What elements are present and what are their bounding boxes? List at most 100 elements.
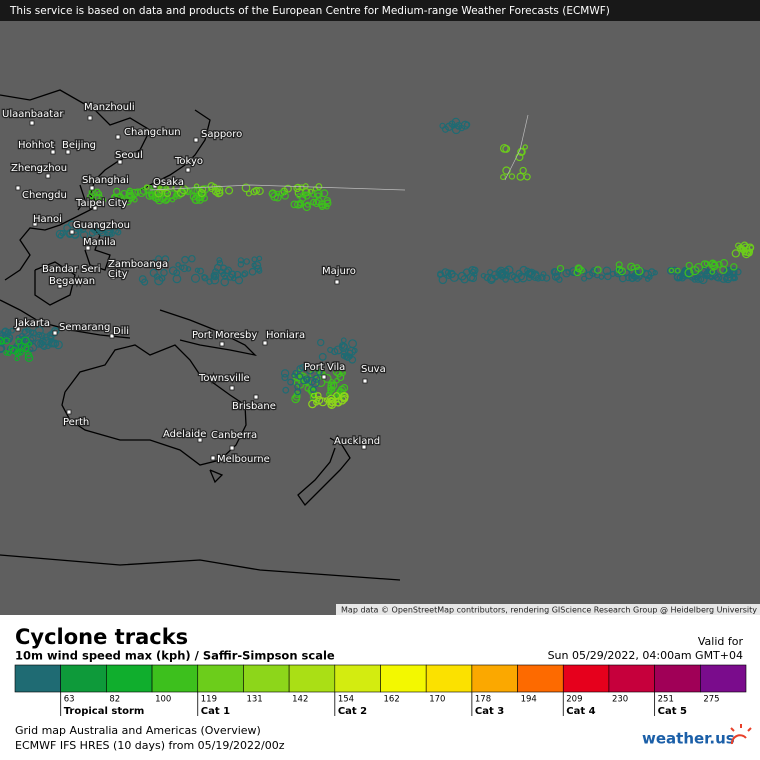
track-point	[305, 366, 315, 375]
track-point	[327, 401, 334, 409]
track-point	[91, 222, 98, 229]
scale-swatch	[151, 664, 199, 693]
scale-swatch	[562, 664, 610, 693]
indonesia	[0, 299, 131, 339]
track-point	[500, 174, 507, 181]
track-point	[168, 266, 178, 275]
track-point	[343, 352, 352, 361]
track-point	[311, 392, 317, 399]
attribution: Map data © OpenStreetMap contributors, r…	[341, 606, 757, 615]
city-dot	[52, 330, 58, 336]
track-point	[292, 369, 299, 376]
city-dot	[69, 229, 75, 235]
track-point	[173, 183, 182, 193]
track-point	[684, 268, 694, 278]
track-point	[22, 345, 30, 353]
logo-arc	[730, 734, 747, 745]
track-point	[282, 386, 290, 394]
city-dot	[262, 340, 268, 346]
track-point	[508, 173, 516, 180]
track-point	[113, 227, 120, 235]
track-point	[14, 355, 20, 362]
track-point	[14, 349, 22, 357]
city-labels: Ulaanbaatar Manzhouli Changchun Hohhot Beiji…	[1, 101, 387, 467]
footer-line: ECMWF IFS HRES (10 days) from 05/19/2022…	[15, 739, 285, 752]
city-dot	[89, 185, 95, 191]
borneo	[34, 261, 76, 306]
scale-swatch	[243, 664, 290, 693]
track-point	[148, 187, 156, 195]
track-point	[147, 261, 154, 269]
track-point	[668, 267, 675, 274]
track-point	[0, 345, 5, 353]
track-point	[555, 276, 563, 283]
track-point	[211, 272, 218, 279]
track-point	[329, 381, 338, 390]
track-point	[315, 192, 321, 198]
city-label: Shanghai	[82, 175, 129, 186]
scale-swatch	[60, 664, 107, 693]
track-point	[709, 269, 716, 275]
track-point	[574, 264, 583, 273]
track-point	[573, 268, 582, 277]
color-scale: 63 82 100 119 131 142 154 162 170 178 194 209 230 251…	[14, 664, 747, 717]
track-point	[287, 378, 295, 386]
city-label: Semarang	[59, 322, 110, 333]
valid-time: Sun 05/29/2022, 04:00am GMT+04	[548, 649, 743, 662]
track-point	[201, 274, 209, 282]
track-point	[745, 243, 755, 252]
track-point	[550, 267, 559, 277]
track-point	[346, 349, 354, 357]
track-point	[444, 122, 454, 131]
city-label: Jakarta	[14, 318, 50, 329]
city-label: Taipei City	[75, 198, 127, 209]
track-point	[615, 261, 623, 269]
city-label: Adelaide	[163, 429, 206, 440]
taiwan	[77, 184, 86, 211]
city-label: Chengdu	[22, 190, 67, 201]
track-point	[339, 369, 346, 377]
track-point	[47, 339, 56, 348]
track-point	[216, 259, 224, 267]
track-point	[294, 383, 301, 390]
track-point	[243, 258, 250, 265]
new-guinea	[159, 309, 257, 357]
category-label: Cat 4	[566, 706, 595, 717]
track-point	[86, 196, 94, 204]
city-label: Changchun	[124, 127, 181, 138]
track-point	[228, 270, 237, 279]
logo-ray	[747, 727, 752, 732]
track-point	[634, 266, 644, 276]
track-point	[469, 274, 478, 283]
track-point	[519, 265, 528, 275]
city-label: Hanoi	[33, 214, 62, 225]
city-label: Osaka	[153, 177, 184, 188]
track-point	[193, 183, 200, 189]
city-label: Begawan	[49, 276, 95, 287]
track-point	[604, 272, 612, 281]
track-point	[241, 183, 251, 193]
city-dot	[253, 394, 259, 400]
track-point	[730, 270, 738, 278]
city-label: Seoul	[115, 150, 143, 161]
track-point	[303, 376, 311, 384]
scale-swatch	[288, 664, 336, 693]
track-point	[206, 278, 213, 285]
track-point	[710, 261, 719, 271]
track-point	[615, 265, 624, 274]
track-point	[519, 166, 527, 175]
track-point	[180, 264, 189, 273]
city-label: Port Vila	[304, 362, 345, 373]
track-line	[149, 184, 406, 191]
city-dot	[361, 444, 367, 450]
track-point	[340, 384, 349, 392]
track-point	[143, 262, 149, 268]
track-point	[703, 260, 710, 267]
city-dot	[57, 283, 63, 289]
track-point	[312, 374, 321, 383]
track-point	[241, 271, 247, 278]
track-point	[522, 144, 528, 150]
track-point	[255, 187, 264, 196]
logo: weather.us	[642, 730, 735, 748]
tasmania	[209, 469, 224, 484]
